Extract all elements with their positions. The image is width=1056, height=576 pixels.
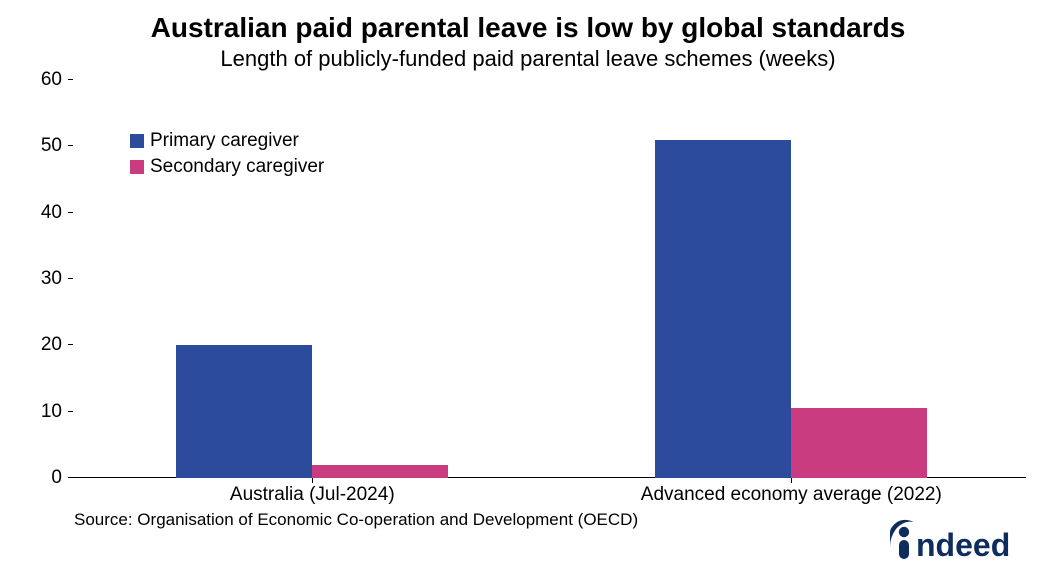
chart-title: Australian paid parental leave is low by… <box>20 12 1036 44</box>
legend-label: Secondary caregiver <box>150 156 324 178</box>
y-axis: 0102030405060 <box>20 80 68 478</box>
x-tick-mark <box>791 478 792 483</box>
x-axis-labels: Australia (Jul-2024) Advanced economy ave… <box>68 478 1026 508</box>
legend-label: Primary caregiver <box>150 130 299 152</box>
legend-item: Secondary caregiver <box>130 156 324 178</box>
y-tick-label: 50 <box>41 135 62 157</box>
x-tick-label: Australia (Jul-2024) <box>230 484 395 506</box>
x-tick-mark <box>312 478 313 483</box>
bar <box>791 408 927 478</box>
legend-swatch <box>130 134 144 148</box>
x-tick-label: Advanced economy average (2022) <box>641 484 942 506</box>
y-tick-label: 60 <box>41 69 62 91</box>
chart-container: Australian paid parental leave is low by… <box>0 0 1056 576</box>
y-tick-label: 0 <box>51 467 62 489</box>
y-tick-label: 30 <box>41 268 62 290</box>
legend-swatch <box>130 160 144 174</box>
legend: Primary caregiver Secondary caregiver <box>130 130 324 182</box>
indeed-logo: ndeed <box>884 519 1034 566</box>
y-tick-label: 20 <box>41 334 62 356</box>
legend-item: Primary caregiver <box>130 130 324 152</box>
bar <box>655 140 791 478</box>
bar <box>176 345 312 478</box>
chart-subtitle: Length of publicly-funded paid parental … <box>20 46 1036 72</box>
y-tick-label: 40 <box>41 202 62 224</box>
bar <box>312 465 448 478</box>
y-tick-label: 10 <box>41 401 62 423</box>
svg-text:ndeed: ndeed <box>916 527 1010 561</box>
